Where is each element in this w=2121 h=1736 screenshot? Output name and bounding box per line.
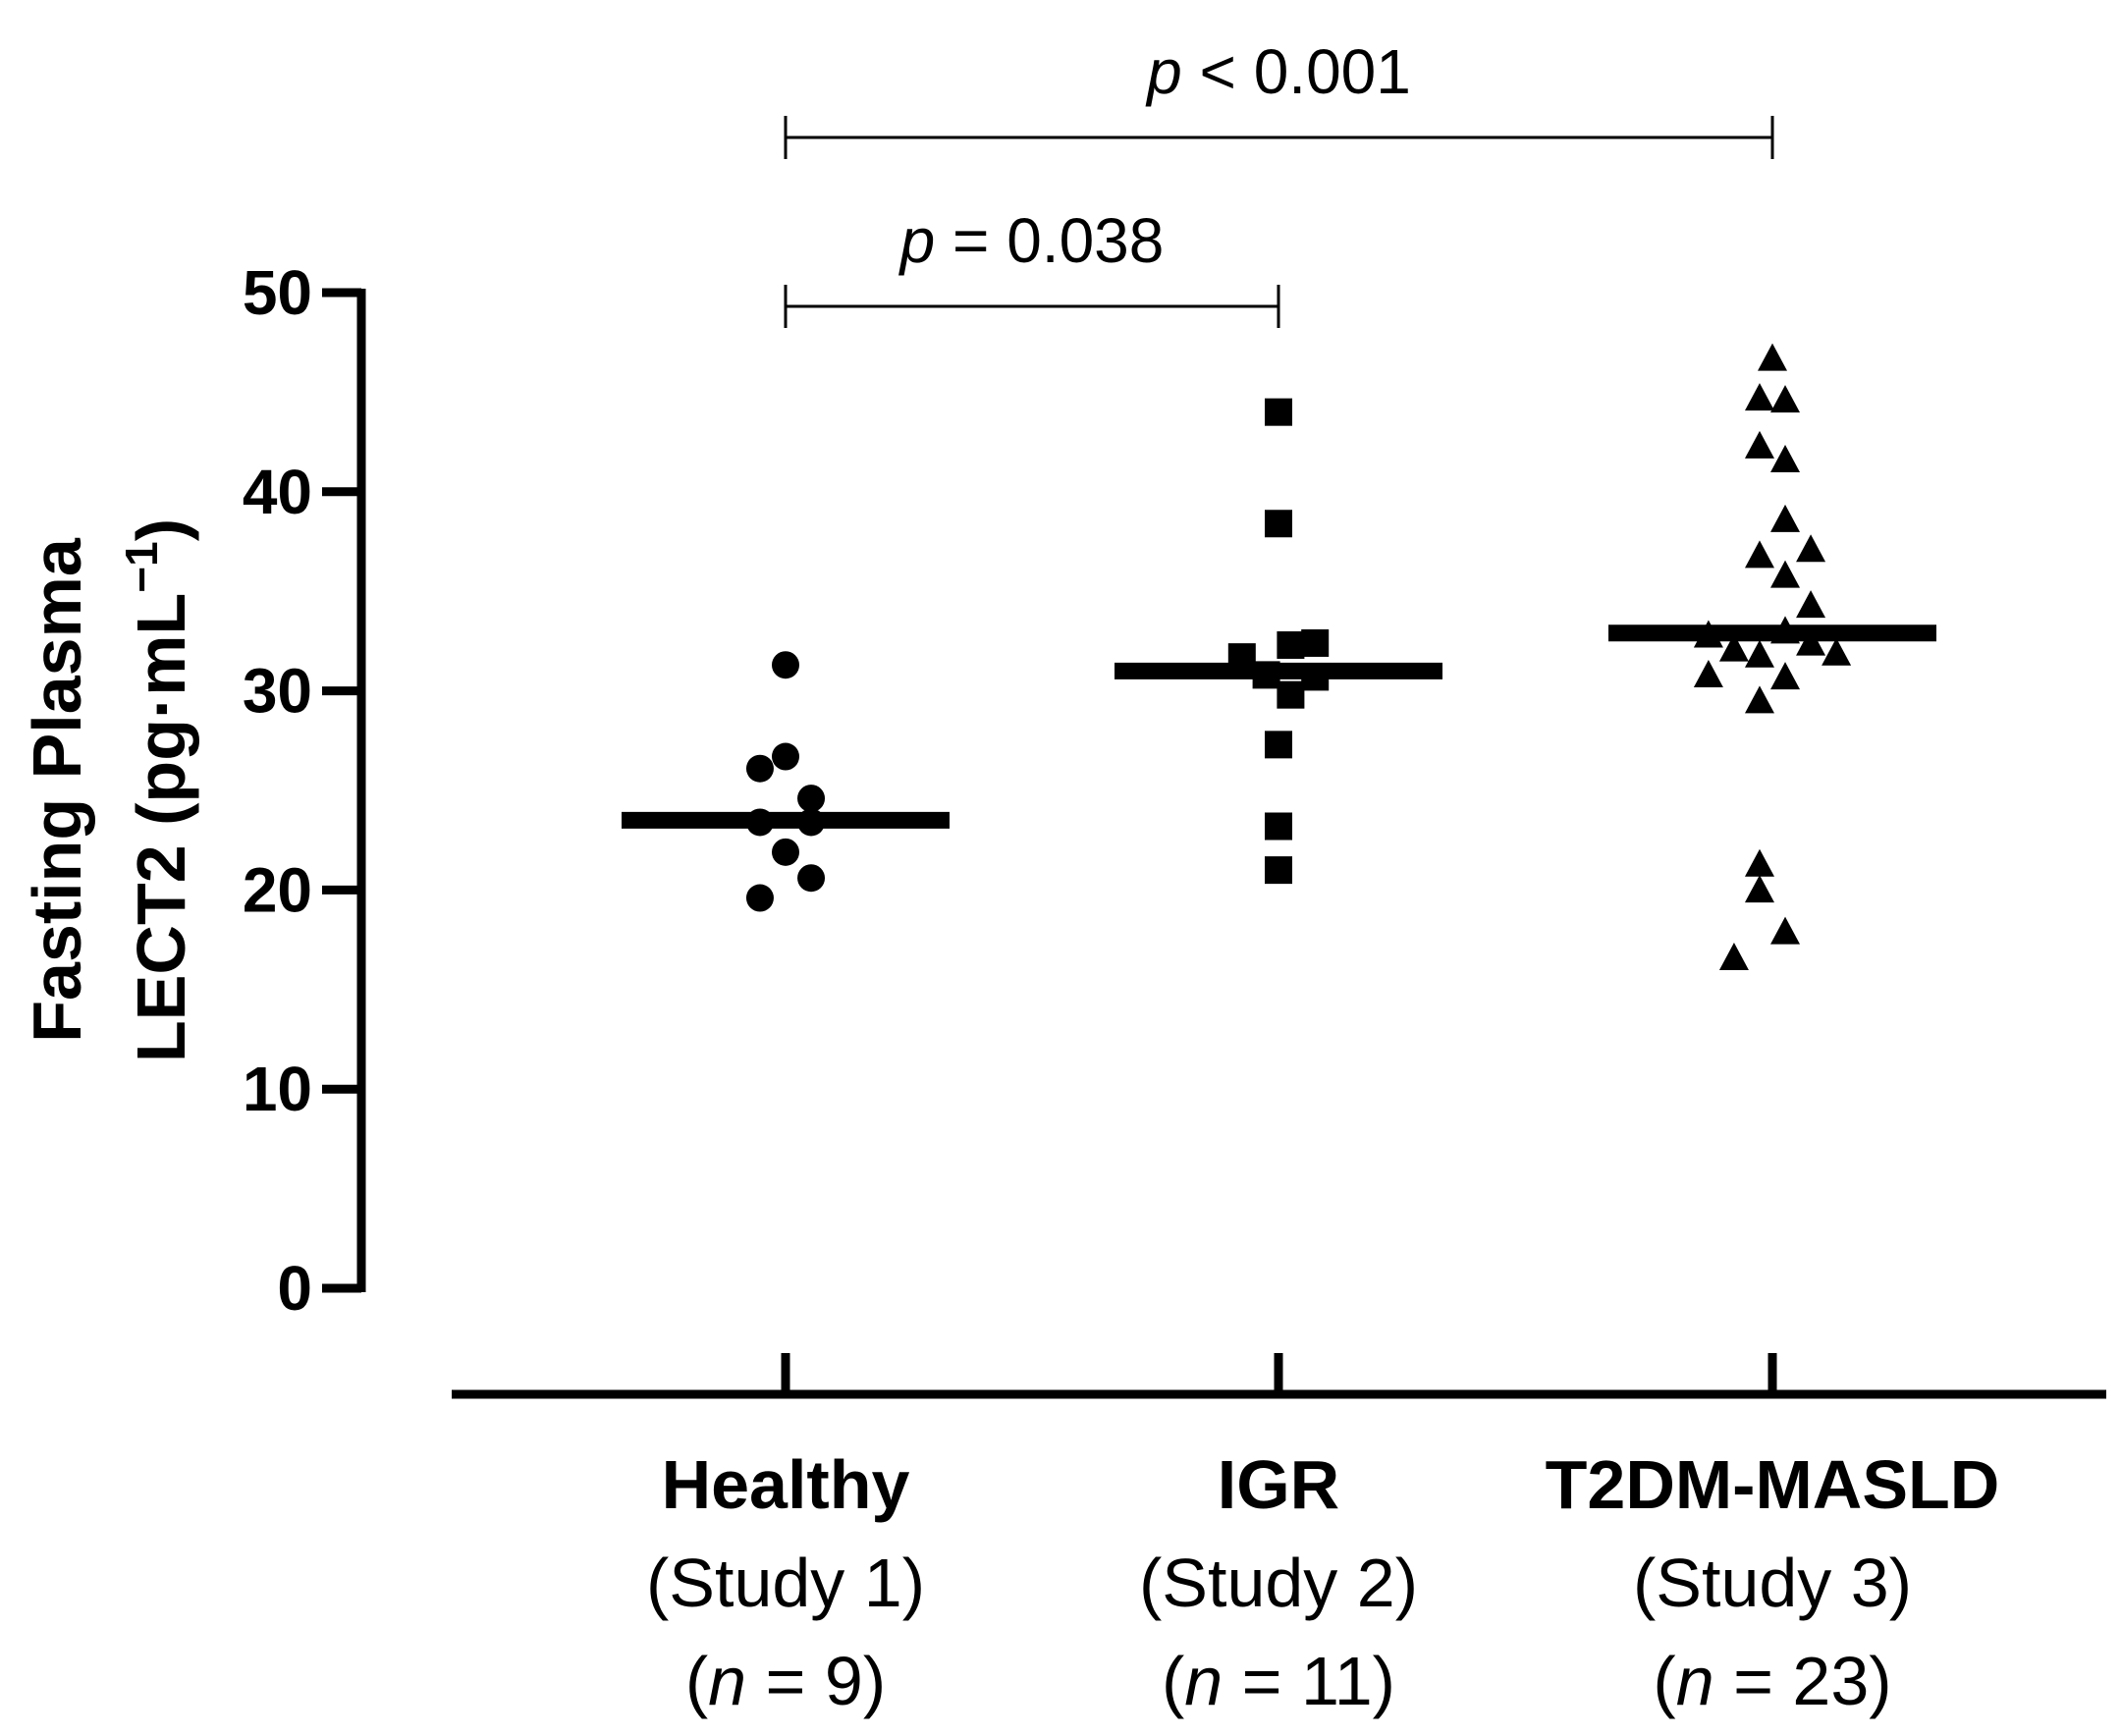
group-n-label: (n = 9) bbox=[685, 1643, 886, 1719]
group-healthy-points bbox=[745, 651, 826, 912]
significance-bracket: p < 0.001 bbox=[784, 36, 1774, 159]
group-t2dm-masld-points bbox=[1693, 343, 1852, 971]
data-point-triangle bbox=[1744, 685, 1774, 714]
p-value-text: = 0.038 bbox=[935, 205, 1164, 276]
y-axis-title-line-2: LECT2 (pg·mL−1) bbox=[116, 518, 199, 1062]
group-name-label: T2DM-MASLD bbox=[1546, 1446, 2000, 1523]
data-point-circle bbox=[745, 754, 774, 783]
data-point-square bbox=[1277, 630, 1305, 659]
data-point-square bbox=[1301, 628, 1330, 657]
data-point-square bbox=[1265, 812, 1292, 841]
group-n-value: = 9) bbox=[746, 1643, 886, 1719]
group-n-label: (n = 11) bbox=[1162, 1643, 1395, 1719]
data-point-circle bbox=[772, 838, 799, 866]
group-n-symbol: n bbox=[708, 1643, 746, 1719]
p-value-label: p < 0.001 bbox=[1145, 36, 1411, 107]
y-tick-label: 10 bbox=[243, 1054, 312, 1124]
data-point-triangle bbox=[1744, 639, 1774, 668]
y-tick-label: 0 bbox=[277, 1253, 312, 1324]
group-n-label: (n = 23) bbox=[1653, 1643, 1891, 1719]
p-value-symbol: p bbox=[1145, 36, 1182, 107]
data-point-triangle bbox=[1744, 430, 1774, 459]
group-n-symbol: n bbox=[1184, 1643, 1223, 1719]
data-point-triangle bbox=[1770, 916, 1801, 945]
data-point-triangle bbox=[1744, 848, 1774, 877]
data-point-triangle bbox=[1796, 534, 1826, 563]
x-label-healthy: Healthy (Study 1) (n = 9) bbox=[646, 1446, 925, 1719]
group-n-symbol: n bbox=[1676, 1643, 1714, 1719]
y-tick-label: 20 bbox=[243, 854, 312, 925]
data-point-circle bbox=[772, 651, 799, 679]
data-point-square bbox=[1265, 856, 1292, 885]
y-tick-label: 50 bbox=[243, 257, 312, 328]
data-point-triangle bbox=[1693, 660, 1723, 688]
group-igr-points bbox=[1227, 398, 1330, 885]
y-axis: 0 10 20 30 40 50 bbox=[243, 257, 366, 1324]
x-axis bbox=[452, 1353, 2106, 1399]
data-point-triangle bbox=[1718, 633, 1749, 662]
data-point-triangle bbox=[1744, 875, 1774, 903]
data-point-triangle bbox=[1758, 343, 1787, 371]
group-study-label: (Study 1) bbox=[646, 1545, 925, 1621]
data-point-triangle bbox=[1770, 445, 1801, 473]
data-point-triangle bbox=[1770, 662, 1801, 690]
x-label-t2dm-masld: T2DM-MASLD (Study 3) (n = 23) bbox=[1546, 1446, 2000, 1719]
data-point-triangle bbox=[1744, 383, 1774, 411]
group-n-open: ( bbox=[685, 1643, 708, 1719]
group-name-label: IGR bbox=[1218, 1446, 1339, 1523]
significance-bracket: p = 0.038 bbox=[784, 205, 1280, 328]
data-point-triangle bbox=[1770, 385, 1801, 413]
x-category-labels: Healthy(Study 1)(n = 9)IGR(Study 2)(n = … bbox=[646, 1446, 1999, 1719]
data-point-circle bbox=[797, 785, 826, 813]
group-n-open: ( bbox=[1653, 1643, 1675, 1719]
y-tick-label: 30 bbox=[243, 656, 312, 727]
data-point-triangle bbox=[1796, 590, 1826, 619]
p-value-label: p = 0.038 bbox=[898, 205, 1165, 276]
data-point-triangle bbox=[1744, 540, 1774, 569]
x-label-igr: IGR (Study 2) (n = 11) bbox=[1139, 1446, 1418, 1719]
data-point-triangle bbox=[1770, 504, 1801, 532]
median-lines bbox=[622, 624, 1936, 829]
data-point-triangle bbox=[1822, 637, 1852, 666]
group-n-open: ( bbox=[1162, 1643, 1184, 1719]
data-point-triangle bbox=[1796, 627, 1826, 656]
data-point-circle bbox=[745, 884, 774, 912]
group-study-label: (Study 2) bbox=[1139, 1545, 1418, 1621]
data-point-triangle bbox=[1718, 943, 1749, 971]
data-point-square bbox=[1265, 510, 1292, 538]
data-point-circle bbox=[772, 742, 799, 771]
data-point-square bbox=[1265, 731, 1292, 759]
group-study-label: (Study 3) bbox=[1633, 1545, 1912, 1621]
y-axis-title-line-1: Fasting Plasma bbox=[19, 537, 95, 1043]
data-groups bbox=[745, 343, 1852, 971]
y-tick-label: 40 bbox=[243, 457, 312, 527]
p-value-text: < 0.001 bbox=[1182, 36, 1411, 107]
group-n-value: = 11) bbox=[1223, 1643, 1395, 1719]
data-point-square bbox=[1277, 680, 1305, 709]
data-point-circle bbox=[797, 864, 826, 893]
group-n-value: = 23) bbox=[1714, 1643, 1892, 1719]
y-axis-title-unit-exponent: −1 bbox=[116, 541, 167, 592]
p-value-symbol: p bbox=[898, 205, 936, 276]
group-name-label: Healthy bbox=[662, 1446, 910, 1523]
data-point-triangle bbox=[1770, 560, 1801, 588]
data-point-square bbox=[1265, 398, 1292, 426]
